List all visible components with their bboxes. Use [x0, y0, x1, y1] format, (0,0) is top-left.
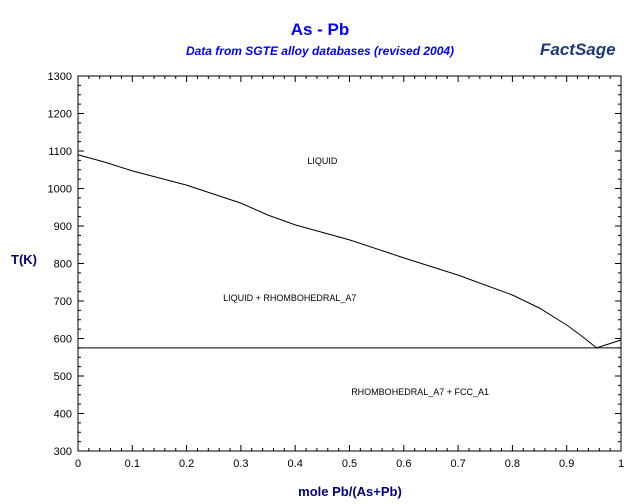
x-tick-label: 0.9	[559, 458, 574, 470]
phase-boundary-1	[596, 339, 622, 349]
x-tick-label: 0.4	[288, 458, 303, 470]
y-tick-label: 1100	[48, 146, 72, 158]
y-axis-label: T(K)	[11, 252, 37, 267]
y-tick-label: 800	[54, 259, 72, 271]
x-tick-label: 0.1	[125, 458, 140, 470]
y-tick-label: 900	[54, 221, 72, 233]
x-tick-label: 0.6	[396, 458, 411, 470]
y-tick-label: 500	[54, 371, 72, 383]
region-label: RHOMBOHEDRAL_A7 + FCC_A1	[351, 387, 489, 397]
y-tick-label: 400	[54, 409, 72, 421]
y-tick-label: 1200	[48, 109, 72, 121]
chart-title: As - Pb	[290, 20, 350, 39]
y-tick-label: 1000	[48, 184, 72, 196]
phase-boundary-0	[77, 154, 597, 349]
x-tick-label: 0.3	[233, 458, 248, 470]
x-tick-label: 0.7	[450, 458, 465, 470]
chart-subtitle: Data from SGTE alloy databases (revised …	[185, 44, 455, 58]
y-tick-label: 600	[54, 334, 72, 346]
x-tick-label: 0.8	[505, 458, 520, 470]
region-label: LIQUID	[307, 156, 338, 166]
y-tick-label: 700	[54, 296, 72, 308]
y-tick-label: 300	[54, 446, 72, 458]
x-tick-label: 0.5	[342, 458, 357, 470]
y-tick-label: 1300	[48, 71, 72, 83]
x-tick-label: 1	[618, 458, 624, 470]
x-tick-label: 0	[75, 458, 81, 470]
factsage-logo: FactSage	[540, 40, 616, 59]
x-tick-label: 0.2	[179, 458, 194, 470]
plot-frame	[77, 75, 622, 452]
region-label: LIQUID + RHOMBOHEDRAL_A7	[223, 293, 356, 303]
x-axis-label: mole Pb/(As+Pb)	[298, 484, 402, 499]
